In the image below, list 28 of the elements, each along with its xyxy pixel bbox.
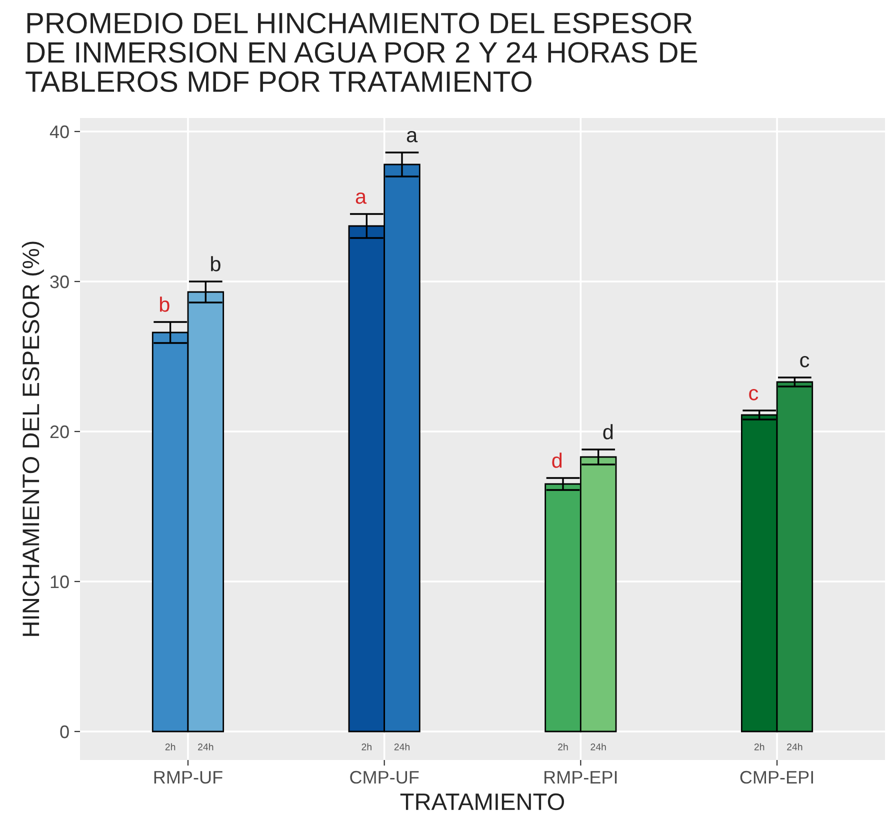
x-tick-label: RMP-EPI [544,771,617,784]
data-label: d [552,452,562,468]
y-tick-label: 30 [50,275,69,288]
data-label: a [406,130,418,142]
text: 2h [362,743,372,750]
y-tick-label: 40 [50,125,69,138]
y-tick-label: 10 [50,575,69,588]
y-tick-label: 0 [60,725,69,738]
x-tick-label: CMP-UF [350,770,419,784]
data-label: b [160,296,170,312]
data-label: c [749,388,758,400]
x-tick-label: RMP-UF [154,771,222,784]
chart-title: PROMEDIO DEL HINCHAMIENTO DEL ESPESOR DE INMERSION EN AGUA POR 2 Y 24 HORAS DE TABLEROS MDF POR TRATAMIENTO [26,12,697,92]
data-label: d [603,424,613,440]
text: 24h [394,743,410,750]
text: 24h [590,743,606,750]
data-label: a [356,192,367,204]
y-tick-label: 20 [50,425,69,438]
text: 24h [787,743,802,750]
data-label: b [211,256,220,272]
x-tick-label: CMP-EPI [740,770,813,784]
y-axis-title: HINCHAMIENTO DEL ESPESOR (%) [22,242,44,636]
series-label: 2h [165,743,176,750]
data-label: c [800,356,810,368]
text: 2h [754,743,764,750]
text: 2h [558,743,568,750]
series-label: 24h [198,743,214,750]
x-axis-title: TRATAMIENTO [400,793,564,810]
